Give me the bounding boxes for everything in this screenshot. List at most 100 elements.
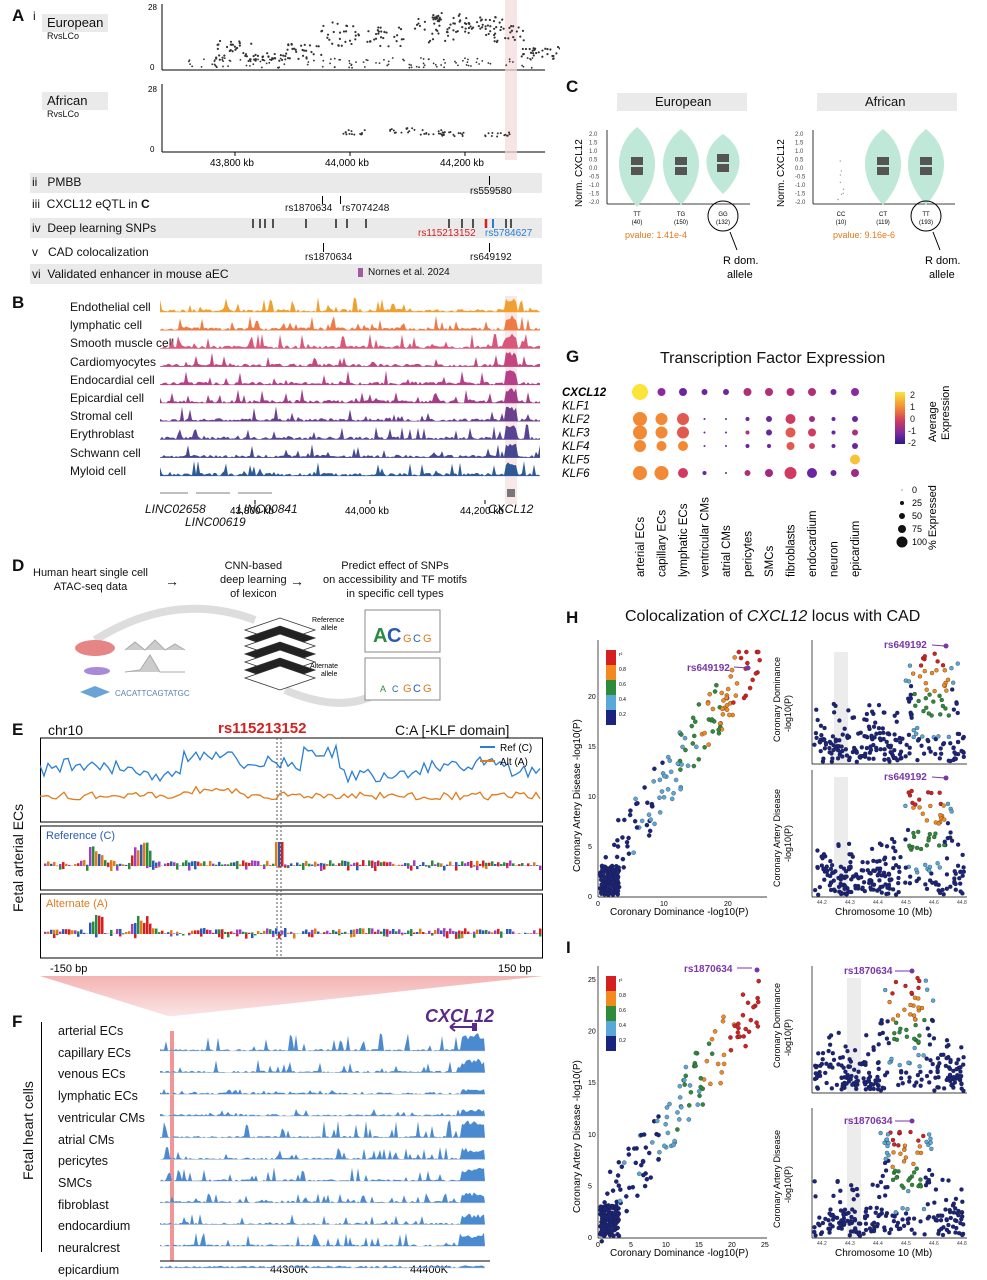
e-logo-bar: [140, 920, 143, 934]
e-logo-bar: [434, 930, 437, 934]
chr-point: [954, 1225, 959, 1231]
cell-icon-1: [75, 640, 115, 656]
chr-point: [956, 1213, 961, 1218]
e-logo-bar: [203, 861, 206, 866]
manhattan-point: [357, 33, 360, 36]
g-dot: [678, 441, 688, 451]
chr-point: [874, 1205, 879, 1211]
chr-point: [878, 747, 883, 752]
scatter-point: [656, 1156, 661, 1162]
manhattan-point: [399, 27, 403, 31]
scatter-point: [669, 796, 675, 802]
manhattan-point: [254, 53, 257, 56]
e-logo-bar: [236, 929, 239, 934]
manhattan-point: [435, 65, 438, 68]
e-logo-bar: [389, 930, 392, 934]
g-dot: [852, 429, 858, 436]
manhattan-point: [300, 44, 303, 47]
chr-point: [838, 864, 844, 869]
chr-point: [961, 869, 966, 874]
scatter-point: [746, 1029, 752, 1034]
b-track-label: Schwann cell: [70, 445, 141, 460]
chr-point: [857, 1061, 862, 1066]
scatter-point: [702, 730, 707, 736]
b-signal-track: [160, 424, 540, 440]
lead-snp-point: [943, 775, 949, 781]
chr-point: [892, 839, 897, 845]
e-logo-bar: [110, 929, 113, 934]
chr-point: [911, 834, 917, 839]
e-logo-bar: [449, 928, 452, 934]
e-logo-bar: [509, 860, 512, 866]
manhattan-point: [248, 64, 251, 67]
b-track-label: Stromal cell: [70, 409, 133, 424]
chr-point: [882, 857, 887, 862]
chr-point: [911, 805, 916, 810]
c-eu-g1: TG: [677, 212, 686, 218]
chr-point: [898, 1151, 903, 1156]
chr-point: [937, 1061, 942, 1066]
e-logo-bar: [533, 862, 536, 866]
chr-point: [918, 1219, 923, 1224]
manhattan-point: [350, 130, 353, 133]
g-dot: [703, 418, 706, 420]
manhattan-point: [268, 61, 271, 64]
manhattan-point: [252, 63, 255, 66]
chr-point: [898, 854, 903, 860]
scatter-point: [691, 763, 697, 769]
e-logo-bar: [347, 861, 350, 866]
g-dot: [766, 416, 772, 422]
chr-point: [944, 1227, 950, 1233]
chr-point: [903, 803, 908, 809]
b-track-label: Erythroblast: [70, 427, 135, 442]
manhattan-point: [453, 135, 456, 138]
manhattan-point: [313, 59, 315, 62]
e-logo-bar: [155, 928, 158, 934]
g-cell-label: neuron: [829, 541, 841, 577]
manhattan-point: [508, 133, 511, 136]
svg-text:1.0: 1.0: [795, 149, 804, 155]
e-logo-bar: [101, 916, 104, 934]
chr-point: [913, 1023, 918, 1028]
c-eu-n2: (132): [716, 220, 730, 226]
b-signal-track: [160, 315, 540, 331]
chr-point: [914, 845, 920, 851]
chr-point: [961, 734, 966, 740]
chr-point: [850, 854, 855, 859]
e-logo-bar: [224, 864, 227, 866]
manhattan-point: [415, 65, 418, 68]
manhattan-point: [465, 17, 468, 20]
c-eu-band: [617, 93, 747, 111]
e-logo-bar: [143, 922, 146, 934]
e-logo-bar: [398, 864, 401, 866]
manhattan-point: [284, 55, 287, 58]
b-signal-track: [160, 460, 540, 476]
chr-point: [876, 1042, 881, 1047]
scatter-point: [665, 787, 671, 792]
e-logo-bar: [368, 860, 371, 866]
chr-point: [922, 654, 927, 659]
manhattan-point: [362, 61, 365, 64]
manhattan-point: [348, 39, 352, 42]
g-cell-label: capillary ECs: [657, 510, 669, 577]
scatter-point: [680, 744, 685, 750]
scatter-point: [755, 1024, 761, 1029]
chr-point: [924, 886, 930, 892]
e-logo-bar: [143, 842, 146, 866]
manhattan-point: [496, 135, 499, 138]
chr-point: [908, 874, 913, 879]
manhattan-point: [345, 24, 349, 28]
chr-point: [961, 1055, 966, 1060]
g-dot: [766, 429, 772, 436]
scatter-point: [614, 888, 619, 894]
manhattan-point: [382, 36, 385, 40]
manhattan-point: [374, 37, 378, 40]
g-size-title: % Expressed: [927, 485, 939, 550]
chr-point: [949, 838, 955, 843]
c-eu-g0: TT: [633, 212, 641, 218]
chr-point: [894, 738, 899, 743]
svg-text:0: 0: [912, 485, 917, 495]
chr-point: [960, 852, 965, 858]
chr-point: [890, 1137, 896, 1143]
e-logo-bar: [392, 863, 395, 866]
